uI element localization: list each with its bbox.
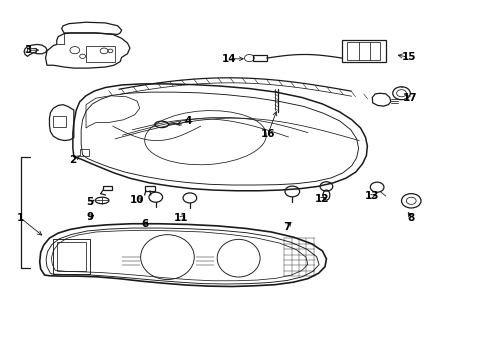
- Text: 11: 11: [174, 213, 188, 223]
- Text: 15: 15: [401, 52, 416, 62]
- Text: 16: 16: [260, 129, 275, 139]
- Text: 14: 14: [221, 54, 236, 64]
- Bar: [80, 149, 89, 156]
- Text: 9: 9: [86, 212, 93, 221]
- Text: 1: 1: [17, 213, 24, 222]
- Bar: [144, 186, 155, 191]
- Text: 3: 3: [24, 45, 31, 55]
- Text: 2: 2: [69, 155, 76, 165]
- Text: 4: 4: [184, 116, 192, 126]
- Bar: [253, 55, 266, 61]
- Text: 12: 12: [315, 194, 329, 204]
- Bar: [53, 116, 66, 127]
- Bar: [53, 239, 90, 274]
- Bar: [57, 242, 86, 271]
- Text: 5: 5: [86, 197, 93, 207]
- Text: 13: 13: [364, 191, 379, 201]
- Bar: [27, 48, 36, 52]
- Bar: [103, 186, 112, 190]
- Text: 17: 17: [402, 93, 417, 103]
- Text: 7: 7: [283, 222, 290, 231]
- Text: 8: 8: [407, 213, 414, 222]
- Bar: [86, 46, 115, 62]
- Bar: [341, 40, 385, 62]
- Text: 10: 10: [130, 195, 144, 206]
- Bar: [346, 42, 379, 59]
- Text: 6: 6: [141, 219, 148, 229]
